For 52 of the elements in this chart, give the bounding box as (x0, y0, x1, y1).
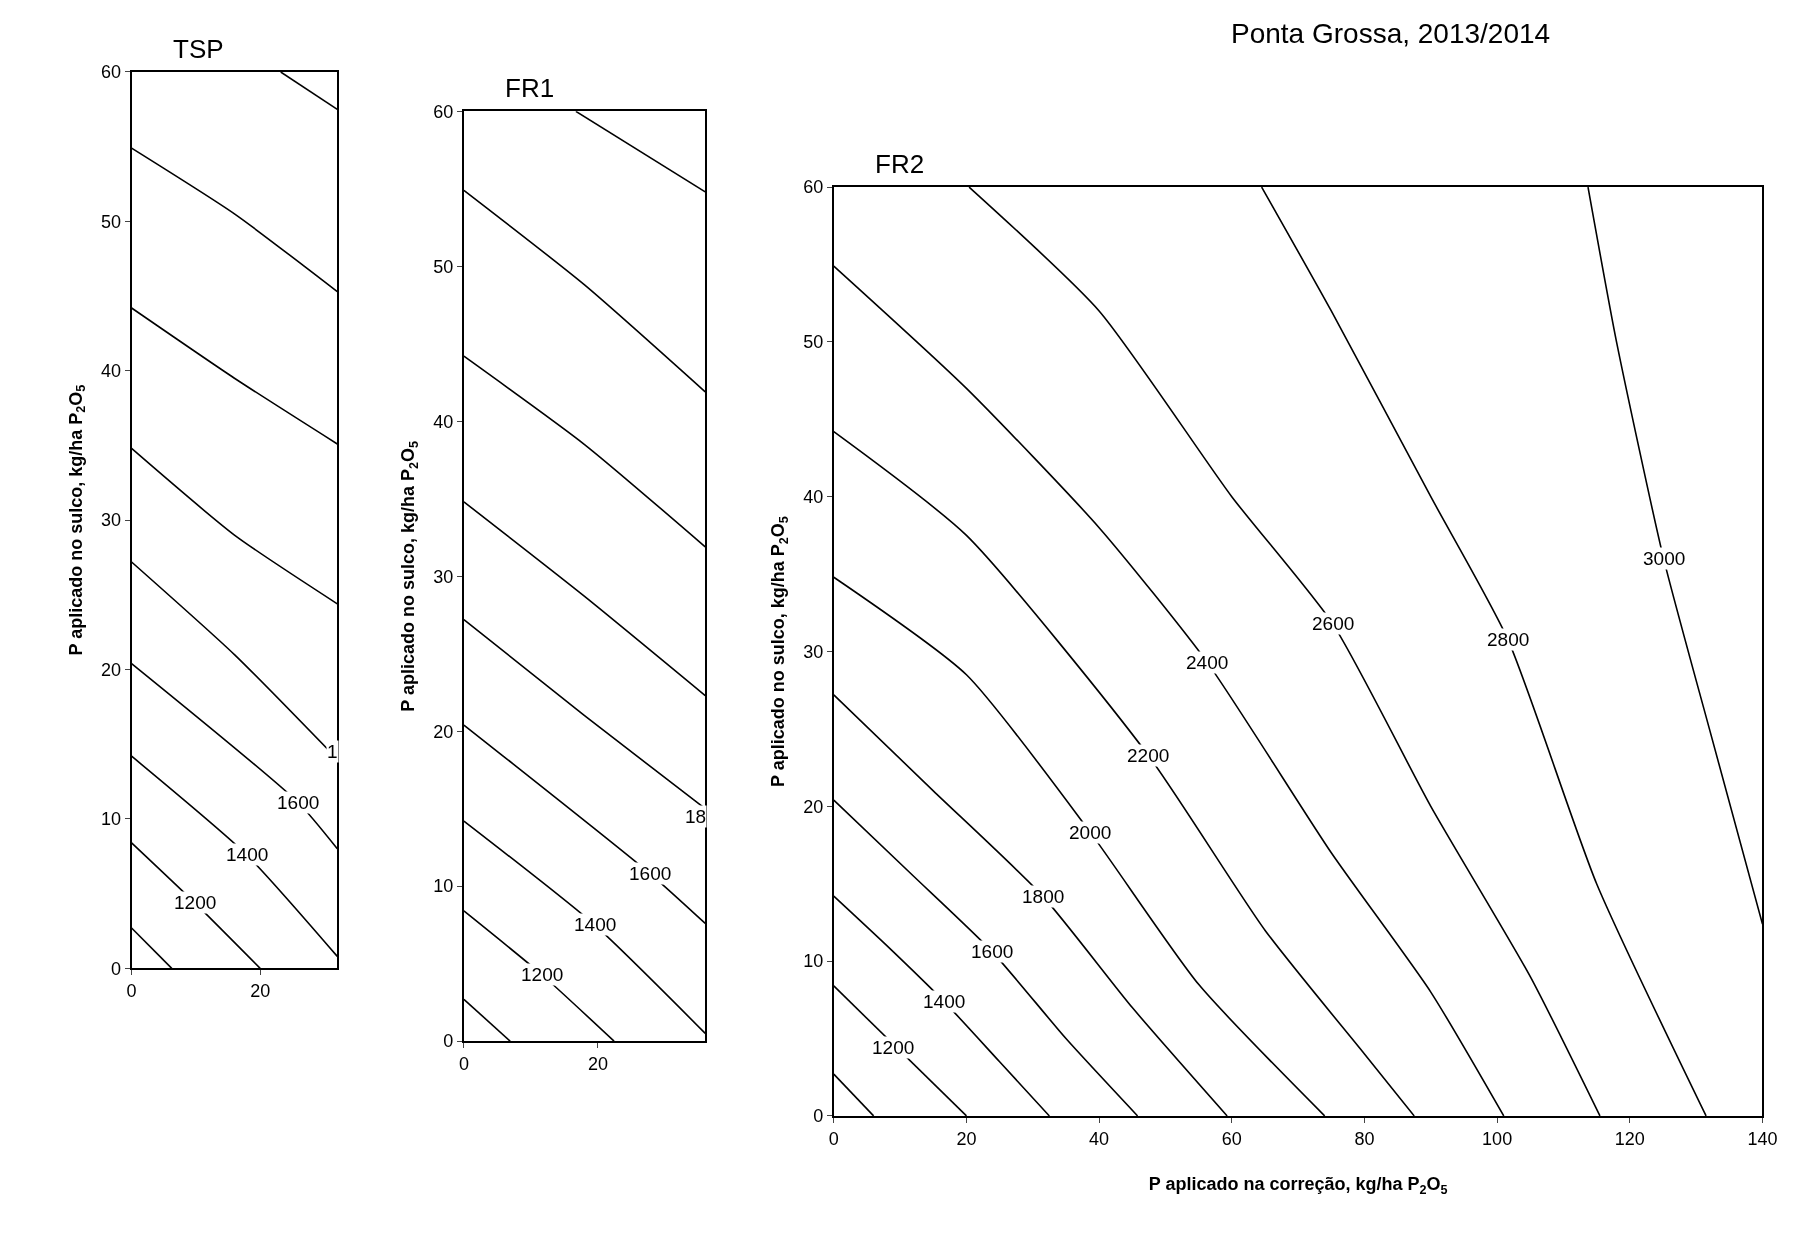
annotation: 2200 (1127, 745, 1170, 766)
y-tick-label: 0 (110, 958, 121, 979)
y-tick-label: 60 (100, 62, 121, 83)
annotation: 2000 (1069, 822, 1112, 843)
y-tick-label: 0 (443, 1031, 454, 1052)
x-tick-label: 100 (1482, 1128, 1513, 1149)
y-tick-label: 20 (100, 659, 121, 680)
chart-title: FR1 (505, 73, 555, 103)
y-tick-label: 50 (100, 211, 121, 232)
y-tick-label: 10 (803, 951, 824, 972)
annotation: 18 (685, 806, 707, 827)
annotation: 2800 (1487, 629, 1530, 650)
annotation: 1200 (872, 1037, 915, 1058)
annotation: 2600 (1312, 613, 1355, 634)
chart-title: FR2 (875, 149, 925, 179)
y-tick-label: 40 (803, 487, 824, 508)
y-tick-label: 40 (100, 361, 121, 382)
text: Ponta Grossa, 2013/2014 (1231, 18, 1551, 49)
chart-title: TSP (173, 34, 224, 64)
annotation: 1600 (277, 792, 320, 813)
annotation: 2400 (1186, 652, 1229, 673)
annotation: 1600 (971, 941, 1014, 962)
y-tick-label: 40 (433, 411, 454, 432)
y-tick-label: 10 (100, 809, 121, 830)
annotation: 3000 (1643, 548, 1686, 569)
y-tick-label: 60 (803, 177, 824, 198)
annotation: 1400 (574, 914, 617, 935)
x-tick-label: 0 (828, 1128, 839, 1149)
x-axis-title: P aplicado na correção, kg/ha P$_{2}$O$_{5}$ (1148, 1174, 1448, 1197)
x-tick-label: 120 (1614, 1128, 1645, 1149)
annotation: 1600 (629, 863, 672, 884)
annotation: 1 (327, 741, 338, 762)
y-tick-label: 20 (803, 796, 824, 817)
y-tick-label: 10 (433, 876, 454, 897)
annotation: 1400 (923, 991, 966, 1012)
annotation: 1800 (1022, 886, 1065, 907)
x-tick-label: 40 (1089, 1128, 1110, 1149)
y-tick-label: 60 (433, 101, 454, 122)
y-tick-label: 30 (433, 566, 454, 587)
x-tick-label: 140 (1747, 1128, 1778, 1149)
annotation: 1200 (174, 892, 217, 913)
y-tick-label: 30 (803, 641, 824, 662)
annotation: 1200 (521, 964, 564, 985)
x-tick-label: 20 (956, 1128, 977, 1149)
y-tick-label: 0 (813, 1106, 824, 1127)
x-tick-label: 60 (1221, 1128, 1242, 1149)
y-tick-label: 50 (803, 332, 824, 353)
y-tick-label: 50 (433, 256, 454, 277)
annotation: 1400 (226, 844, 269, 865)
y-tick-label: 20 (433, 721, 454, 742)
x-tick-label: 80 (1354, 1128, 1375, 1149)
y-tick-label: 30 (100, 510, 121, 531)
